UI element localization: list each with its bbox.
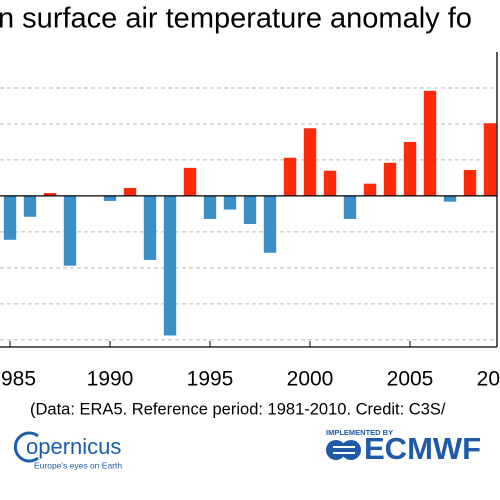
logo-mark: [326, 440, 361, 460]
bar: [163, 195, 177, 336]
bar: [63, 195, 77, 266]
bar: [383, 162, 397, 196]
logo-tagline: Europe's eyes on Earth: [34, 460, 122, 470]
x-tick-label: 2000: [287, 368, 334, 391]
bar: [363, 183, 377, 196]
bar: [143, 195, 157, 260]
bar: [423, 90, 437, 196]
bar: [443, 195, 457, 202]
footnote: (Data: ERA5. Reference period: 1981-2010…: [30, 400, 446, 418]
bar: [183, 167, 197, 196]
ecmwf-logo: IMPLEMENTED BY ECMWF: [326, 428, 481, 466]
chart-title: n surface air temperature anomaly fo: [0, 3, 472, 35]
copernicus-logo: opernicus Europe's eyes on Earth: [13, 431, 122, 470]
x-tick-label: 985: [1, 368, 36, 391]
logo-caption: IMPLEMENTED BY: [326, 428, 393, 437]
bar: [463, 170, 477, 196]
bar: [243, 195, 257, 224]
bar: [23, 195, 37, 217]
x-tick-label: 20: [477, 368, 500, 391]
bar: [43, 193, 57, 196]
logo-text: ECMWF: [364, 431, 481, 466]
bar: [263, 195, 277, 253]
bar: [303, 128, 317, 196]
bar: [323, 170, 337, 196]
logo-mark: [13, 431, 39, 463]
bar: [403, 141, 417, 196]
bar: [283, 157, 297, 196]
bar: [223, 195, 237, 210]
x-tick-label: 2005: [387, 368, 434, 391]
bar: [123, 187, 137, 196]
x-tick-label: 1990: [87, 368, 134, 391]
bar: [103, 195, 117, 201]
bar: [483, 123, 497, 196]
x-tick-label: 1995: [187, 368, 234, 391]
logo-text: opernicus: [26, 434, 121, 459]
bar: [3, 195, 17, 240]
bar: [343, 195, 357, 219]
bar: [203, 195, 217, 219]
